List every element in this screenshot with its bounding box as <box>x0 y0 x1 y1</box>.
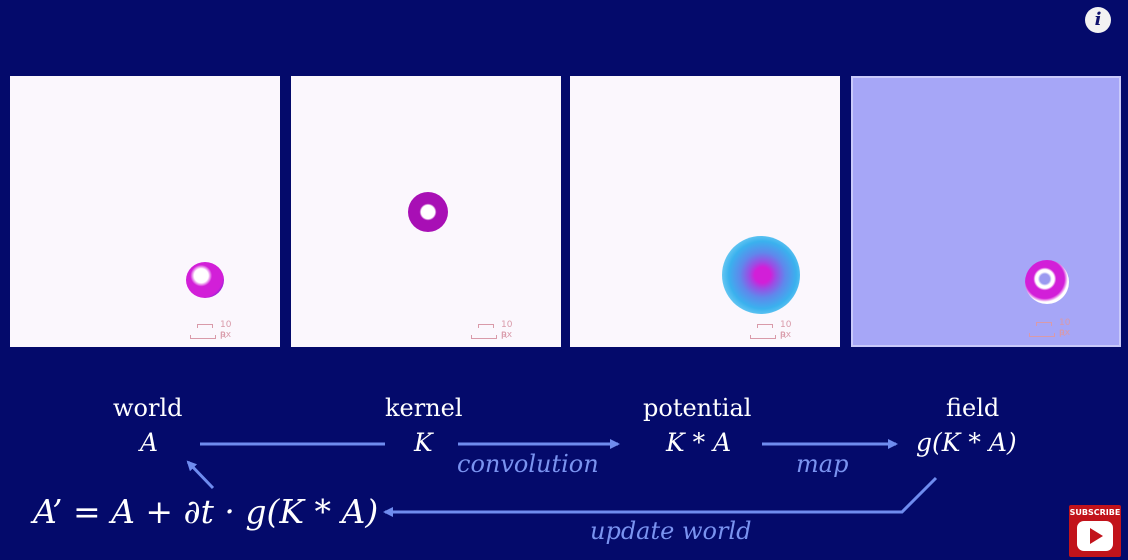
kernel-panel: 10 px R <box>291 76 561 347</box>
field-panel: 10 px R <box>851 76 1121 347</box>
field-symbol: g(K * A) <box>916 428 1017 457</box>
world-scalebar: 10 px R <box>190 320 242 343</box>
field-scalebar: 10 px R <box>1029 318 1081 341</box>
update-world-label: update world <box>590 517 752 545</box>
world-label: world <box>113 394 183 422</box>
subscribe-label: SUBSCRIBE <box>1069 508 1121 517</box>
play-icon <box>1077 521 1113 551</box>
kernel-label: kernel <box>385 394 463 422</box>
potential-blob <box>722 236 800 314</box>
arrow-update-world <box>383 476 938 517</box>
potential-panel: 10 px R <box>570 76 840 347</box>
world-symbol: A <box>140 428 159 457</box>
info-icon[interactable]: i <box>1085 7 1111 33</box>
update-equation: A’ = A + ∂t · g(K * A) <box>33 492 379 531</box>
potential-symbol: K * A <box>666 428 732 457</box>
arrow-world-feedback <box>186 460 215 490</box>
field-blob <box>1025 260 1069 304</box>
world-panel: 10 px R <box>10 76 280 347</box>
subscribe-button[interactable]: SUBSCRIBE <box>1069 505 1121 557</box>
field-label: field <box>946 394 1000 422</box>
map-label: map <box>796 450 849 478</box>
kernel-scalebar: 10 px R <box>471 320 523 343</box>
potential-scalebar: 10 px R <box>750 320 802 343</box>
kernel-ring <box>408 192 448 232</box>
kernel-symbol: K <box>414 428 433 457</box>
world-blob <box>186 262 224 298</box>
convolution-label: convolution <box>457 450 599 478</box>
potential-label: potential <box>643 394 752 422</box>
